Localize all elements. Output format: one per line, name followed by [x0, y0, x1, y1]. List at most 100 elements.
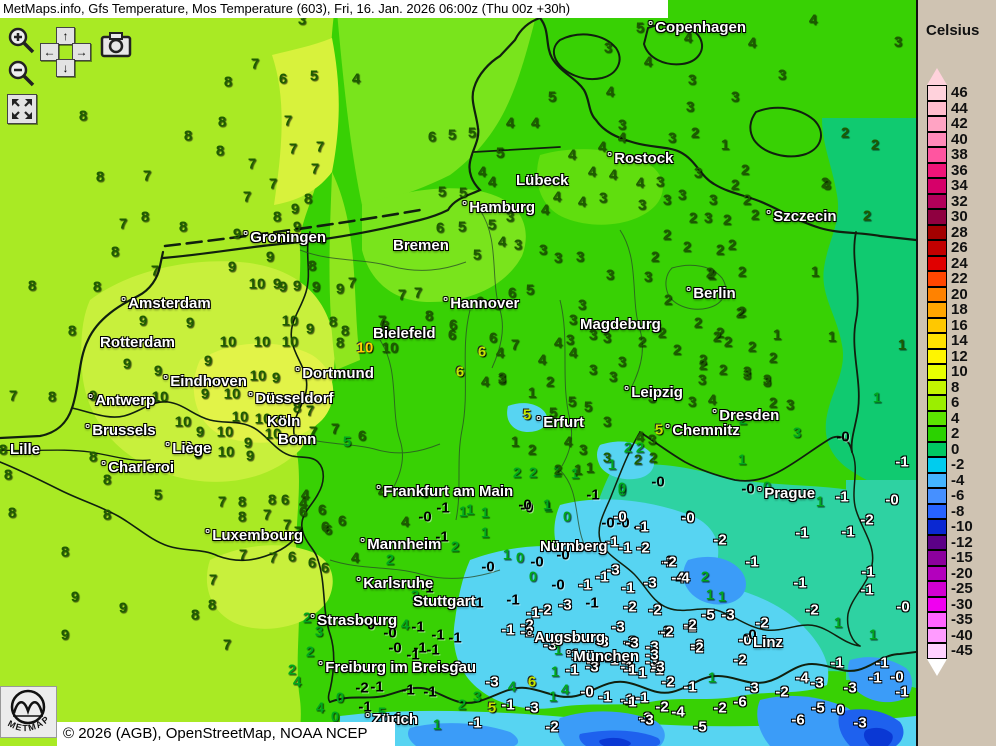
legend-tick-label: 4	[951, 409, 960, 427]
metmaps-logo-icon: METMAPS	[0, 679, 50, 733]
celsius-legend-panel: Celsius 46 44 42 40 38 36 34 32 30 28 26 24 22 20 18 16…	[916, 0, 996, 746]
legend-color-box	[927, 333, 947, 349]
snapshot-button[interactable]	[100, 31, 132, 59]
legend-tick-label: -45	[951, 642, 973, 659]
legend-tick-label: 42	[951, 115, 968, 132]
pan-right-button[interactable]: →	[72, 43, 91, 61]
legend-tick-label: 28	[951, 223, 968, 241]
legend-tick-label: -10	[951, 518, 973, 535]
legend-tick-label: 30	[951, 208, 968, 225]
zoom-in-button[interactable]	[6, 26, 36, 56]
camera-icon	[100, 32, 132, 58]
legend-color-box	[927, 255, 947, 271]
legend-tick-label: 46	[951, 84, 968, 101]
legend-tick-label: 18	[951, 301, 968, 318]
legend-tick-label: -12	[951, 533, 973, 551]
legend-color-box	[927, 426, 947, 442]
legend-tick-label: 10	[951, 363, 968, 380]
legend-tick-label: 8	[951, 378, 960, 396]
legend-color-box	[927, 395, 947, 411]
legend-color-box	[927, 643, 947, 659]
legend-color-box	[927, 131, 947, 147]
legend-tick-label: -35	[951, 611, 973, 628]
legend-color-box	[927, 410, 947, 426]
legend-color-box	[927, 581, 947, 597]
legend-color-box	[927, 550, 947, 566]
arrow-left-icon: ←	[43, 45, 56, 59]
legend-tick-label: 24	[951, 254, 968, 272]
legend-tick-label: -40	[951, 626, 973, 644]
legend-color-box	[927, 240, 947, 256]
legend-color-box	[927, 178, 947, 194]
legend-color-box	[927, 286, 947, 302]
legend-color-box	[927, 209, 947, 225]
legend-tick-label: -20	[951, 564, 973, 582]
legend-color-box	[927, 302, 947, 318]
legend-tick-label: 22	[951, 270, 968, 287]
legend-color-box	[927, 317, 947, 333]
legend-color-box	[927, 565, 947, 581]
legend-color-box	[927, 162, 947, 178]
legend-tick-label: 34	[951, 177, 968, 194]
legend-tick-label: 36	[951, 161, 968, 179]
legend-tick-label: -8	[951, 502, 965, 520]
legend-color-box	[927, 503, 947, 519]
legend-tick-label: 12	[951, 347, 968, 365]
arrow-down-icon: ↓	[62, 61, 69, 75]
pan-up-button[interactable]: ↑	[56, 27, 75, 45]
legend-color-box	[927, 85, 947, 101]
metmaps-logo: METMAPS	[0, 679, 57, 738]
zoom-in-magnifier-icon	[8, 27, 35, 54]
map-title-bar: MetMaps.info, Gfs Temperature, Mos Tempe…	[0, 0, 668, 18]
legend-tick-label: 14	[951, 332, 968, 349]
legend-color-box	[927, 348, 947, 364]
zoom-out-magnifier-icon	[8, 60, 35, 87]
legend-color-box	[927, 627, 947, 643]
legend-tick-label: 26	[951, 239, 968, 256]
legend-tick-label: 32	[951, 192, 968, 210]
legend-tick-label: -4	[951, 471, 965, 489]
legend-color-box	[927, 612, 947, 628]
legend-tick-label: -30	[951, 595, 973, 613]
legend-color-box	[927, 224, 947, 240]
legend-overflow-bottom	[927, 658, 947, 676]
legend-color-box	[927, 457, 947, 473]
legend-color-box	[927, 534, 947, 550]
legend-color-box	[927, 488, 947, 504]
legend-title: Celsius	[926, 22, 980, 39]
legend-color-box	[927, 100, 947, 116]
legend-color-box	[927, 116, 947, 132]
legend-color-box	[927, 519, 947, 535]
arrow-up-icon: ↑	[62, 29, 69, 43]
legend-tick-label: 0	[951, 440, 960, 458]
legend-color-box	[927, 379, 947, 395]
legend-tick-label: -15	[951, 549, 973, 566]
legend-tick-label: -25	[951, 580, 973, 597]
fullscreen-expand-icon	[12, 99, 32, 119]
legend-tick-label: 16	[951, 316, 968, 334]
legend-tick-label: 2	[951, 425, 960, 442]
pan-down-button[interactable]: ↓	[56, 59, 75, 77]
legend-color-box	[927, 596, 947, 612]
copyright-bar: © 2026 (AGB), OpenStreetMap, NOAA NCEP	[57, 722, 395, 746]
legend-color-box	[927, 441, 947, 457]
legend-tick-label: 44	[951, 99, 968, 117]
pan-left-button[interactable]: ←	[40, 43, 59, 61]
legend-tick-label: 6	[951, 394, 960, 411]
legend-color-box	[927, 271, 947, 287]
legend-color-box	[927, 147, 947, 163]
legend-tick-label: -2	[951, 456, 965, 473]
legend-color-box	[927, 364, 947, 380]
zoom-out-button[interactable]	[6, 59, 36, 89]
temperature-map-canvas[interactable]	[0, 0, 916, 746]
legend-color-box	[927, 472, 947, 488]
arrow-right-icon: →	[75, 45, 88, 59]
legend-tick-label: -6	[951, 487, 965, 504]
legend-color-box	[927, 193, 947, 209]
legend-overflow-top	[927, 68, 947, 85]
legend-tick-label: 38	[951, 146, 968, 163]
fullscreen-button[interactable]	[7, 94, 37, 124]
legend-tick-label: 20	[951, 285, 968, 303]
legend-tick-label: 40	[951, 130, 968, 148]
